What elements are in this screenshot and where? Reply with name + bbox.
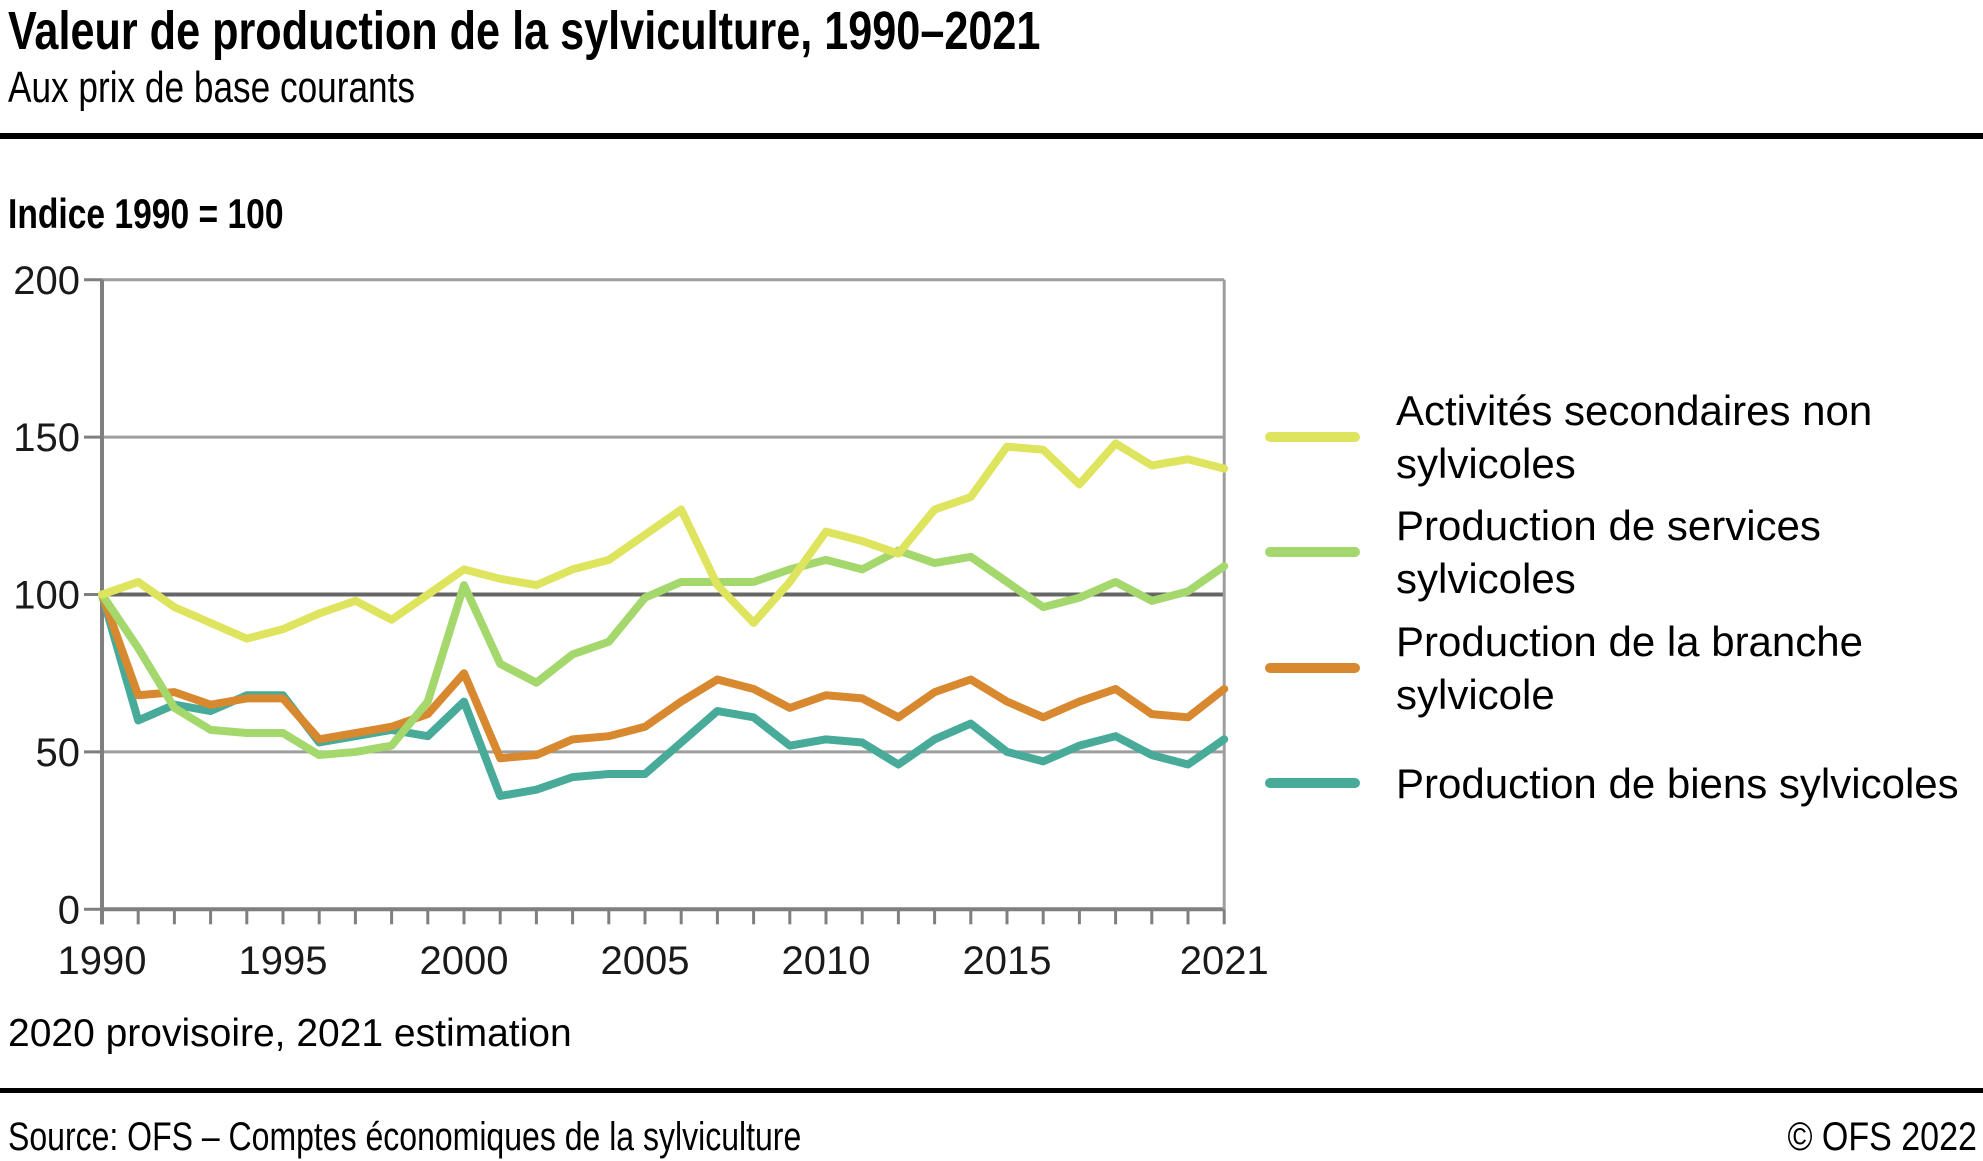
source-text: Source: OFS – Comptes économiques de la … <box>8 1115 802 1159</box>
index-note-text: Indice 1990 = 100 <box>8 190 284 237</box>
page-title-text: Valeur de production de la sylviculture,… <box>8 1 1041 61</box>
page-title: Valeur de production de la sylviculture,… <box>8 1 1299 61</box>
page-subtitle-text: Aux prix de base courants <box>8 63 415 112</box>
source-line: Source: OFS – Comptes économiques de la … <box>8 1115 1000 1160</box>
legend-swatch-production-de-biens-sylvicoles <box>1265 778 1360 789</box>
page-subtitle: Aux prix de base courants <box>8 63 517 112</box>
x-axis-label-1990: 1990 <box>58 939 147 983</box>
footer-rule <box>0 1088 1983 1093</box>
legend-swatch-production-de-la-branche-sylvicole <box>1265 662 1360 673</box>
y-axis-label-150: 150 <box>13 416 80 460</box>
legend-label-production-de-la-branche-sylvicole: Production de la branche sylvicole <box>1396 617 1863 718</box>
legend-swatch-production-de-services-sylvicoles <box>1265 547 1360 558</box>
legend-item-production-de-services-sylvicoles: Production de services sylvicoles <box>1265 495 1971 611</box>
legend-label-production-de-biens-sylvicoles: Production de biens sylvicoles <box>1396 759 1959 807</box>
copyright: © OFS 2022 <box>1754 1115 1977 1160</box>
copyright-text: © OFS 2022 <box>1787 1115 1977 1159</box>
legend-label-activites-secondaires-non-sylvicoles: Activités secondaires non sylvicoles <box>1396 386 1873 487</box>
chart-footnote: 2020 provisoire, 2021 estimation <box>8 1012 572 1056</box>
series-line-production-de-la-branche-sylvicole <box>98 590 1229 763</box>
y-axis-label-50: 50 <box>36 731 81 775</box>
x-axis-label-2000: 2000 <box>420 939 509 983</box>
chart-footnote-text: 2020 provisoire, 2021 estimation <box>8 1012 572 1055</box>
legend-item-production-de-la-branche-sylvicole: Production de la branche sylvicole <box>1265 610 1971 726</box>
legend-swatch-activites-secondaires-non-sylvicoles <box>1265 431 1360 442</box>
x-axis-label-2010: 2010 <box>782 939 871 983</box>
x-axis-label-1995: 1995 <box>239 939 328 983</box>
legend-label-production-de-services-sylvicoles: Production de services sylvicoles <box>1396 502 1821 603</box>
y-axis-label-0: 0 <box>58 888 80 932</box>
y-axis-label-100: 100 <box>13 574 80 618</box>
index-note: Indice 1990 = 100 <box>8 190 352 238</box>
series-line-production-de-services-sylvicoles <box>98 546 1229 760</box>
y-axis-label-200: 200 <box>13 259 80 303</box>
series-line-activites-secondaires-non-sylvicoles <box>98 439 1229 643</box>
x-axis-label-2021: 2021 <box>1180 939 1269 983</box>
legend-item-activites-secondaires-non-sylvicoles: Activités secondaires non sylvicoles <box>1265 379 1971 495</box>
x-axis-label-2005: 2005 <box>601 939 690 983</box>
header-rule <box>0 133 1983 139</box>
chart-legend: Activités secondaires non sylvicoles Prod… <box>1265 379 1971 841</box>
x-axis-label-2015: 2015 <box>963 939 1052 983</box>
legend-item-production-de-biens-sylvicoles: Production de biens sylvicoles <box>1265 726 1971 842</box>
